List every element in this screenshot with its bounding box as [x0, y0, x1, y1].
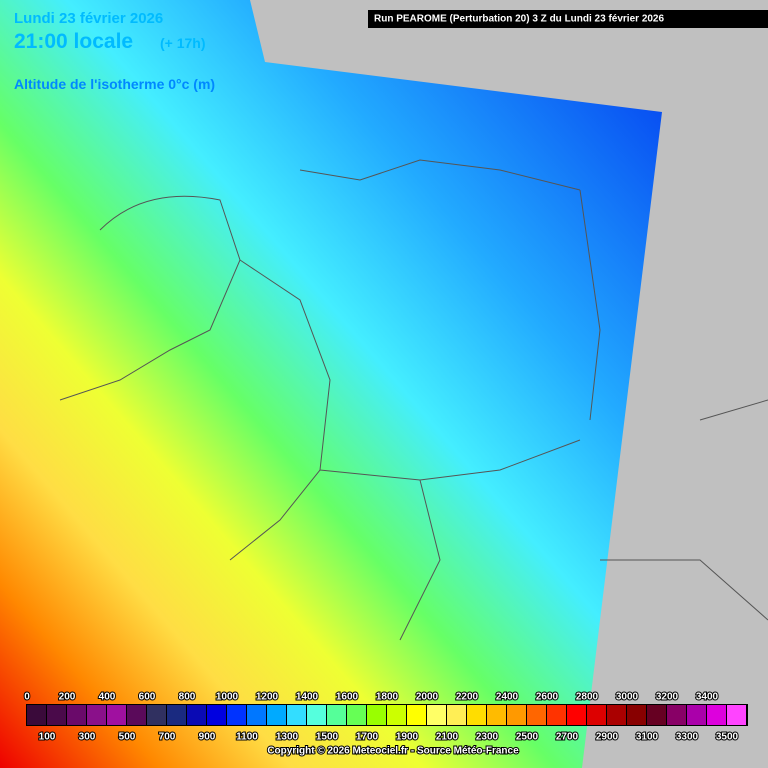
legend-swatch — [407, 705, 426, 725]
legend-label: 800 — [179, 692, 196, 703]
legend-swatch — [327, 705, 346, 725]
legend-swatch — [687, 705, 706, 725]
parameter: Altitude de l'isotherme 0°c (m) — [14, 76, 215, 92]
legend-swatch — [147, 705, 166, 725]
legend-label: 2400 — [496, 692, 519, 703]
legend-label: 2900 — [596, 732, 619, 743]
legend-label: 600 — [139, 692, 156, 703]
legend-swatch — [547, 705, 566, 725]
legend-label: 0 — [24, 692, 30, 703]
legend-swatch — [127, 705, 146, 725]
legend-label: 1300 — [276, 732, 299, 743]
borders — [59, 159, 768, 641]
legend-label: 100 — [39, 732, 56, 743]
run-info: Run PEAROME (Perturbation 20) 3 Z du Lun… — [374, 14, 664, 25]
legend-label: 700 — [159, 732, 176, 743]
legend-swatch — [67, 705, 86, 725]
legend-label: 2700 — [556, 732, 579, 743]
legend-label: 1800 — [376, 692, 399, 703]
legend-label: 1200 — [256, 692, 279, 703]
legend-label: 1700 — [356, 732, 379, 743]
legend-label: 3500 — [716, 732, 739, 743]
legend-label: 2100 — [436, 732, 459, 743]
legend-label: 1100 — [236, 732, 258, 743]
legend-swatch — [427, 705, 446, 725]
legend-swatch — [187, 705, 206, 725]
legend-swatch — [667, 705, 686, 725]
legend-label: 3200 — [656, 692, 679, 703]
legend-label: 3300 — [676, 732, 699, 743]
legend-swatch — [87, 705, 106, 725]
legend-swatch — [587, 705, 606, 725]
legend-swatch — [267, 705, 286, 725]
run-box — [368, 10, 768, 28]
legend-label: 1000 — [216, 692, 239, 703]
legend-label: 900 — [199, 732, 216, 743]
legend-swatch — [487, 705, 506, 725]
legend-swatch — [367, 705, 386, 725]
legend-label: 500 — [119, 732, 136, 743]
time: 21:00 locale — [14, 30, 133, 53]
model-field — [0, 0, 662, 768]
legend-label: 2800 — [576, 692, 599, 703]
legend-swatch — [527, 705, 546, 725]
legend-swatch — [607, 705, 626, 725]
legend-label: 1400 — [296, 692, 319, 703]
legend-label: 2300 — [476, 732, 499, 743]
legend-label: 1600 — [336, 692, 359, 703]
legend-swatch — [347, 705, 366, 725]
legend-label: 200 — [59, 692, 76, 703]
legend-swatch — [507, 705, 526, 725]
legend-label: 300 — [79, 732, 96, 743]
legend-swatch — [727, 705, 746, 725]
legend-swatch — [387, 705, 406, 725]
legend-swatch — [307, 705, 326, 725]
legend-swatch — [647, 705, 666, 725]
date: Lundi 23 février 2026 — [14, 10, 163, 27]
legend: 0 100 200 300 400 500 600 700 800 900 1000 1100 1200… — [23, 691, 748, 744]
legend-label: 2500 — [516, 732, 539, 743]
legend-swatch — [707, 705, 726, 725]
legend-label: 400 — [99, 692, 116, 703]
legend-swatch — [27, 705, 46, 725]
legend-label: 3000 — [616, 692, 639, 703]
legend-swatch — [47, 705, 66, 725]
lead-time: (+ 17h) — [160, 35, 206, 51]
legend-swatch — [627, 705, 646, 725]
legend-swatch — [167, 705, 186, 725]
legend-label: 1900 — [396, 732, 419, 743]
legend-swatch — [287, 705, 306, 725]
legend-label: 2200 — [456, 692, 479, 703]
legend-swatch — [467, 705, 486, 725]
legend-label: 2600 — [536, 692, 559, 703]
legend-swatch — [447, 705, 466, 725]
legend-label: 2000 — [416, 692, 439, 703]
legend-swatch — [207, 705, 226, 725]
legend-swatch — [227, 705, 246, 725]
legend-label: 3100 — [636, 732, 659, 743]
legend-swatch — [247, 705, 266, 725]
legend-label: 3400 — [696, 692, 719, 703]
copyright: Copyright © 2026 Meteociel.fr - Source M… — [267, 746, 519, 757]
legend-swatch — [107, 705, 126, 725]
legend-label: 1500 — [316, 732, 339, 743]
legend-swatch — [567, 705, 586, 725]
